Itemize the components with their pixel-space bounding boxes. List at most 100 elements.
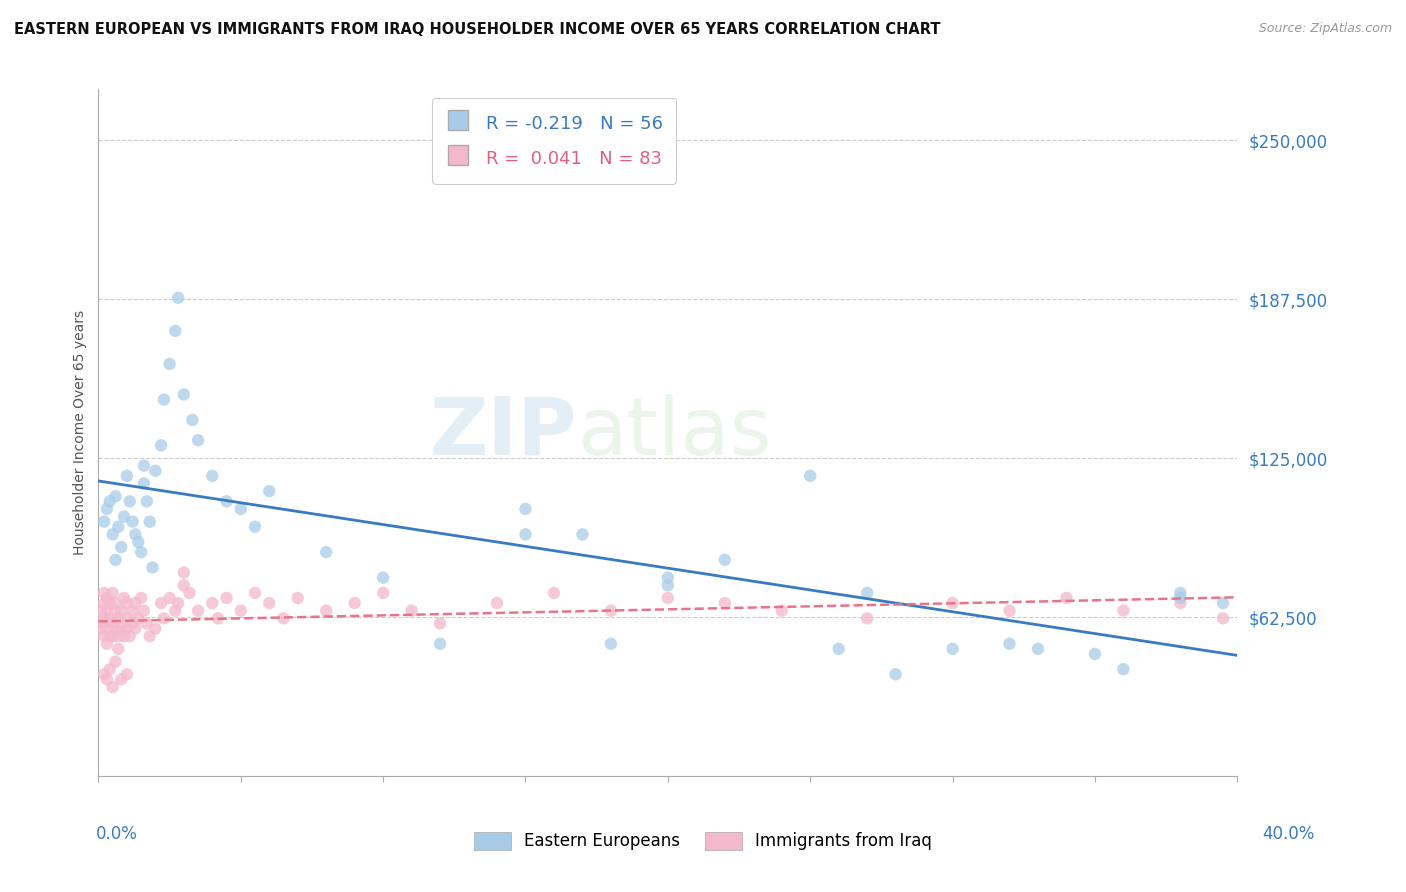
Point [165, 604, 187, 618]
Point [799, 468, 821, 483]
Text: 0.0%: 0.0% [96, 825, 138, 843]
Point [107, 641, 129, 656]
Point [856, 611, 879, 625]
Point [1056, 591, 1078, 605]
Point [124, 622, 146, 636]
Point [145, 622, 167, 636]
Point [96, 502, 118, 516]
Point [315, 545, 337, 559]
Text: atlas: atlas [576, 393, 770, 472]
Point [657, 578, 679, 592]
Point [1170, 586, 1192, 600]
Point [600, 637, 623, 651]
Point [93, 616, 115, 631]
Point [515, 527, 537, 541]
Point [401, 604, 423, 618]
Point [107, 611, 129, 625]
Point [107, 629, 129, 643]
Point [315, 604, 337, 618]
Point [112, 509, 135, 524]
Point [1026, 641, 1049, 656]
Point [1170, 596, 1192, 610]
Point [104, 596, 127, 610]
Point [104, 553, 127, 567]
Point [429, 616, 451, 631]
Point [571, 527, 593, 541]
Point [187, 434, 209, 448]
Point [145, 464, 167, 478]
Point [138, 629, 160, 643]
Point [770, 604, 793, 618]
Point [132, 458, 155, 473]
Point [98, 596, 121, 610]
Point [215, 494, 238, 508]
Point [1112, 604, 1135, 618]
Point [127, 535, 149, 549]
Point [657, 591, 679, 605]
Point [138, 515, 160, 529]
Point [101, 586, 124, 600]
Y-axis label: Householder Income Over 65 years: Householder Income Over 65 years [73, 310, 87, 555]
Point [714, 596, 737, 610]
Point [714, 553, 737, 567]
Point [93, 586, 115, 600]
Text: Source: ZipAtlas.com: Source: ZipAtlas.com [1258, 22, 1392, 36]
Point [150, 438, 173, 452]
Point [942, 641, 965, 656]
Legend: R = -0.219   N = 56, R =  0.041   N = 83: R = -0.219 N = 56, R = 0.041 N = 83 [432, 98, 676, 184]
Point [104, 604, 127, 618]
Point [132, 476, 155, 491]
Point [1212, 611, 1234, 625]
Text: 40.0%: 40.0% [1263, 825, 1315, 843]
Point [828, 641, 851, 656]
Point [96, 637, 118, 651]
Point [287, 591, 309, 605]
Point [165, 324, 187, 338]
Point [215, 591, 238, 605]
Point [98, 611, 121, 625]
Point [150, 596, 173, 610]
Point [373, 571, 395, 585]
Point [121, 515, 143, 529]
Point [124, 527, 146, 541]
Point [90, 610, 112, 624]
Point [96, 591, 118, 605]
Point [998, 637, 1021, 651]
Legend: Eastern Europeans, Immigrants from Iraq: Eastern Europeans, Immigrants from Iraq [467, 825, 939, 857]
Point [104, 489, 127, 503]
Point [112, 629, 135, 643]
Point [1212, 596, 1234, 610]
Point [1084, 647, 1107, 661]
Point [856, 586, 879, 600]
Point [543, 586, 565, 600]
Point [90, 604, 112, 618]
Point [115, 468, 138, 483]
Point [259, 484, 281, 499]
Point [243, 586, 266, 600]
Point [942, 596, 965, 610]
Point [135, 494, 157, 508]
Point [1112, 662, 1135, 676]
Point [429, 637, 451, 651]
Point [115, 596, 138, 610]
Point [187, 604, 209, 618]
Point [127, 611, 149, 625]
Point [110, 622, 132, 636]
Point [173, 387, 195, 401]
Point [96, 604, 118, 618]
Point [486, 596, 509, 610]
Point [657, 571, 679, 585]
Point [229, 502, 252, 516]
Point [343, 596, 366, 610]
Point [98, 494, 121, 508]
Point [129, 545, 152, 559]
Text: EASTERN EUROPEAN VS IMMIGRANTS FROM IRAQ HOUSEHOLDER INCOME OVER 65 YEARS CORREL: EASTERN EUROPEAN VS IMMIGRANTS FROM IRAQ… [14, 22, 941, 37]
Point [112, 591, 135, 605]
Point [110, 673, 132, 687]
Point [93, 667, 115, 681]
Point [207, 611, 229, 625]
Point [98, 629, 121, 643]
Point [167, 291, 190, 305]
Point [884, 667, 907, 681]
Point [90, 622, 112, 636]
